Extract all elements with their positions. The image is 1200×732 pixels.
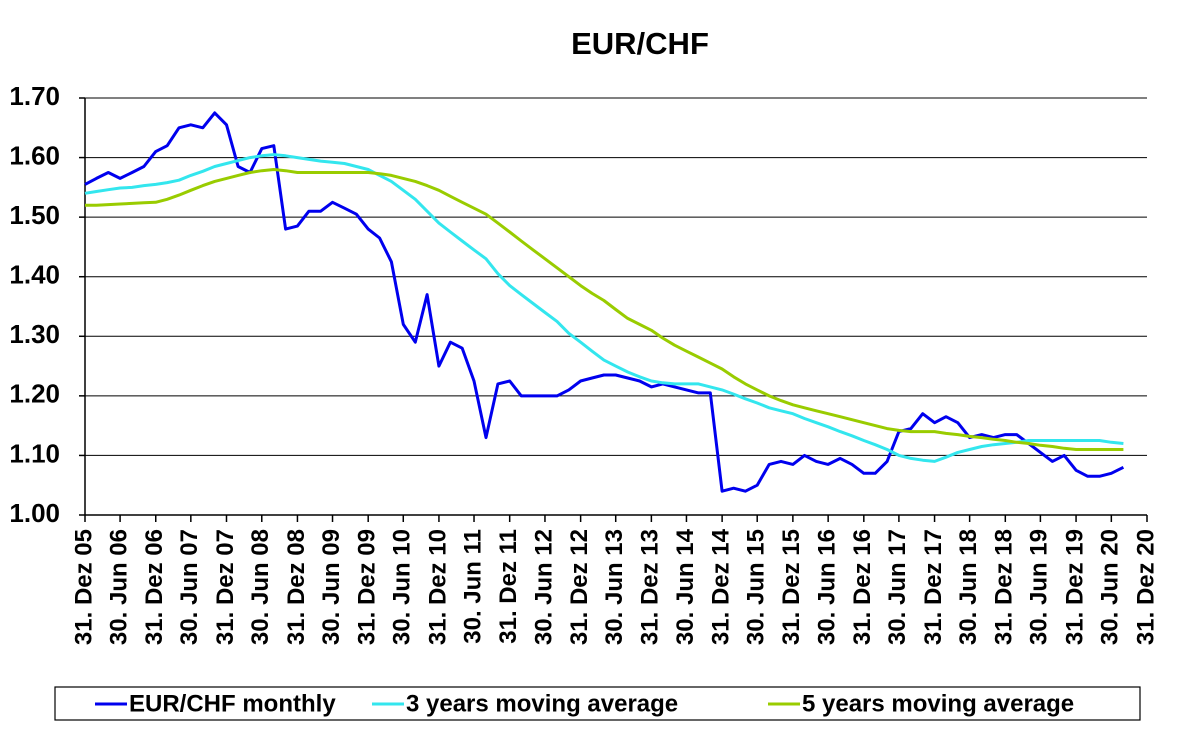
x-tick-label: 30. Jun 06 — [105, 529, 132, 645]
x-tick-label: 31. Dez 18 — [991, 529, 1018, 645]
x-tick-label: 30. Jun 14 — [672, 528, 699, 645]
legend-label: EUR/CHF monthly — [129, 690, 336, 717]
y-tick-label: 1.50 — [9, 200, 60, 230]
x-tick-label: 30. Jun 20 — [1097, 529, 1124, 645]
x-tick-label: 31. Dez 06 — [141, 529, 168, 645]
x-tick-label: 31. Dez 11 — [495, 529, 522, 644]
x-tick-label: 30. Jun 08 — [247, 529, 274, 645]
x-tick-label: 30. Jun 12 — [530, 529, 557, 645]
y-tick-label: 1.10 — [9, 438, 60, 468]
y-tick-label: 1.70 — [9, 81, 60, 111]
x-tick-label: 31. Dez 07 — [212, 529, 239, 645]
y-tick-label: 1.60 — [9, 140, 60, 170]
x-tick-label: 30. Jun 09 — [318, 529, 345, 645]
x-tick-label: 31. Dez 17 — [920, 529, 947, 645]
x-tick-label: 30. Jun 10 — [389, 529, 416, 645]
legend-label: 3 years moving average — [406, 690, 678, 717]
x-tick-label: 30. Jun 18 — [955, 529, 982, 645]
series-line — [85, 168, 1124, 451]
x-tick-label: 31. Dez 10 — [424, 529, 451, 645]
y-tick-label: 1.00 — [9, 498, 60, 528]
x-tick-label: 31. Dez 13 — [637, 529, 664, 645]
x-tick-label: 31. Dez 14 — [707, 528, 734, 645]
legend-box — [54, 686, 1141, 721]
chart-title: EUR/CHF — [571, 26, 709, 61]
y-tick-label: 1.20 — [9, 379, 60, 409]
y-tick-label: 1.40 — [9, 260, 60, 290]
x-tick-label: 31. Dez 12 — [566, 529, 593, 645]
x-tick-label: 30. Jun 16 — [813, 529, 840, 645]
legend-label: 5 years moving average — [802, 690, 1074, 717]
x-tick-label: 30. Jun 19 — [1026, 529, 1053, 645]
x-tick-label: 30. Jun 15 — [743, 529, 770, 645]
x-tick-label: 31. Dez 20 — [1132, 529, 1159, 645]
y-tick-label: 1.30 — [9, 319, 60, 349]
x-tick-label: 31. Dez 08 — [283, 529, 310, 645]
x-tick-label: 31. Dez 05 — [70, 529, 97, 645]
series-line — [84, 153, 1124, 463]
x-tick-label: 30. Jun 17 — [884, 529, 911, 645]
x-tick-label: 31. Dez 19 — [1061, 529, 1088, 645]
x-tick-label: 31. Dez 09 — [354, 529, 381, 645]
x-tick-label: 30. Jun 11 — [459, 529, 486, 644]
x-tick-label: 31. Dez 15 — [778, 529, 805, 645]
x-tick-label: 30. Jun 07 — [176, 529, 203, 645]
x-tick-label: 30. Jun 13 — [601, 529, 628, 645]
x-tick-label: 31. Dez 16 — [849, 529, 876, 645]
